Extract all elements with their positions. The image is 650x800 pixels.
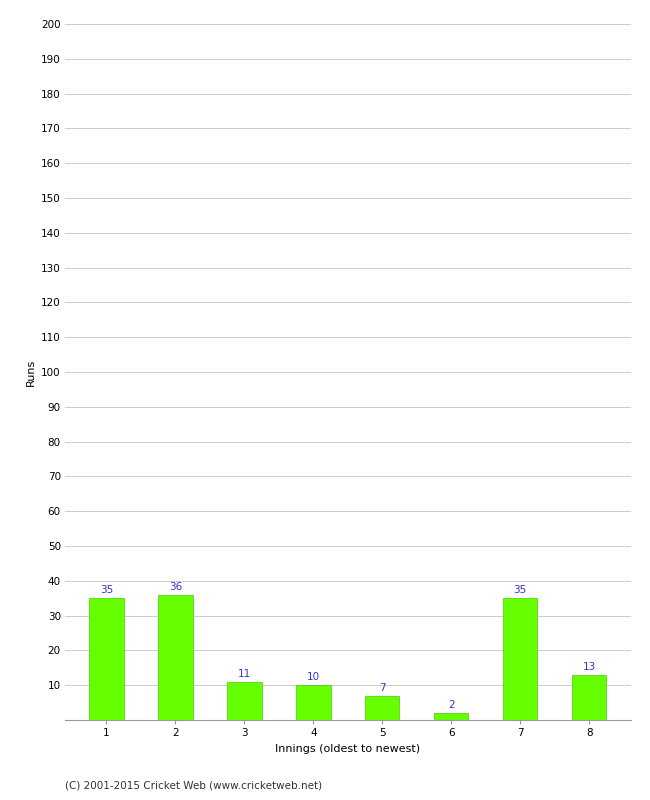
Text: 11: 11 bbox=[238, 669, 251, 679]
Bar bbox=[572, 674, 606, 720]
Bar bbox=[434, 713, 469, 720]
Text: 10: 10 bbox=[307, 673, 320, 682]
Text: 2: 2 bbox=[448, 700, 454, 710]
Text: 35: 35 bbox=[514, 586, 526, 595]
Bar bbox=[503, 598, 538, 720]
Bar bbox=[89, 598, 124, 720]
Bar bbox=[365, 696, 400, 720]
Text: 36: 36 bbox=[169, 582, 182, 592]
Text: 13: 13 bbox=[582, 662, 596, 672]
X-axis label: Innings (oldest to newest): Innings (oldest to newest) bbox=[275, 744, 421, 754]
Text: 7: 7 bbox=[379, 683, 385, 693]
Bar bbox=[158, 594, 192, 720]
Bar bbox=[227, 682, 261, 720]
Y-axis label: Runs: Runs bbox=[25, 358, 36, 386]
Bar bbox=[296, 685, 330, 720]
Text: 35: 35 bbox=[99, 586, 113, 595]
Text: (C) 2001-2015 Cricket Web (www.cricketweb.net): (C) 2001-2015 Cricket Web (www.cricketwe… bbox=[65, 780, 322, 790]
